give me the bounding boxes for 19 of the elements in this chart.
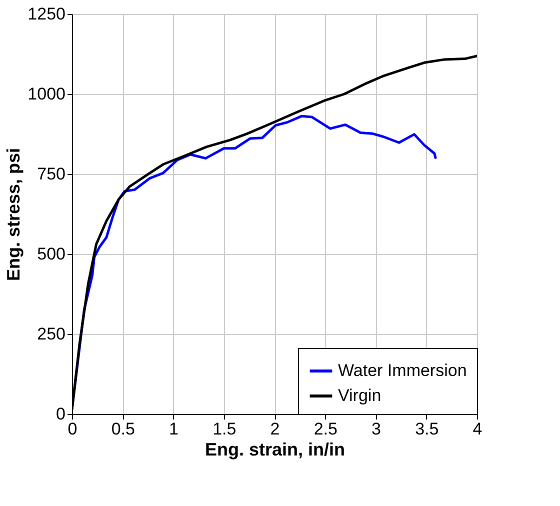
- x-tick-label: 1.5: [212, 420, 236, 438]
- y-tick-label: 750: [37, 164, 66, 184]
- y-axis-title: Eng. stress, psi: [4, 148, 24, 282]
- x-tick-label: 0.5: [111, 420, 135, 438]
- x-tick-label: 3: [372, 420, 381, 438]
- x-tick-label: 3.5: [415, 420, 439, 438]
- x-tick-label: 2.5: [314, 420, 338, 438]
- x-tick-label: 1: [169, 420, 178, 438]
- y-tick-label: 1250: [28, 4, 66, 24]
- legend-label: Water Immersion: [338, 361, 467, 380]
- y-tick-label: 1000: [28, 84, 66, 104]
- x-tick-label: 2: [270, 420, 280, 438]
- y-tick-label: 250: [37, 324, 66, 344]
- y-tick-label: 500: [37, 244, 66, 264]
- x-axis-title: Eng. strain, in/in: [204, 440, 346, 460]
- x-tick-label: 4: [472, 420, 482, 438]
- x-tick-label: 0: [68, 420, 78, 438]
- y-tick-label: 0: [56, 404, 66, 424]
- legend-label: Virgin: [338, 386, 382, 405]
